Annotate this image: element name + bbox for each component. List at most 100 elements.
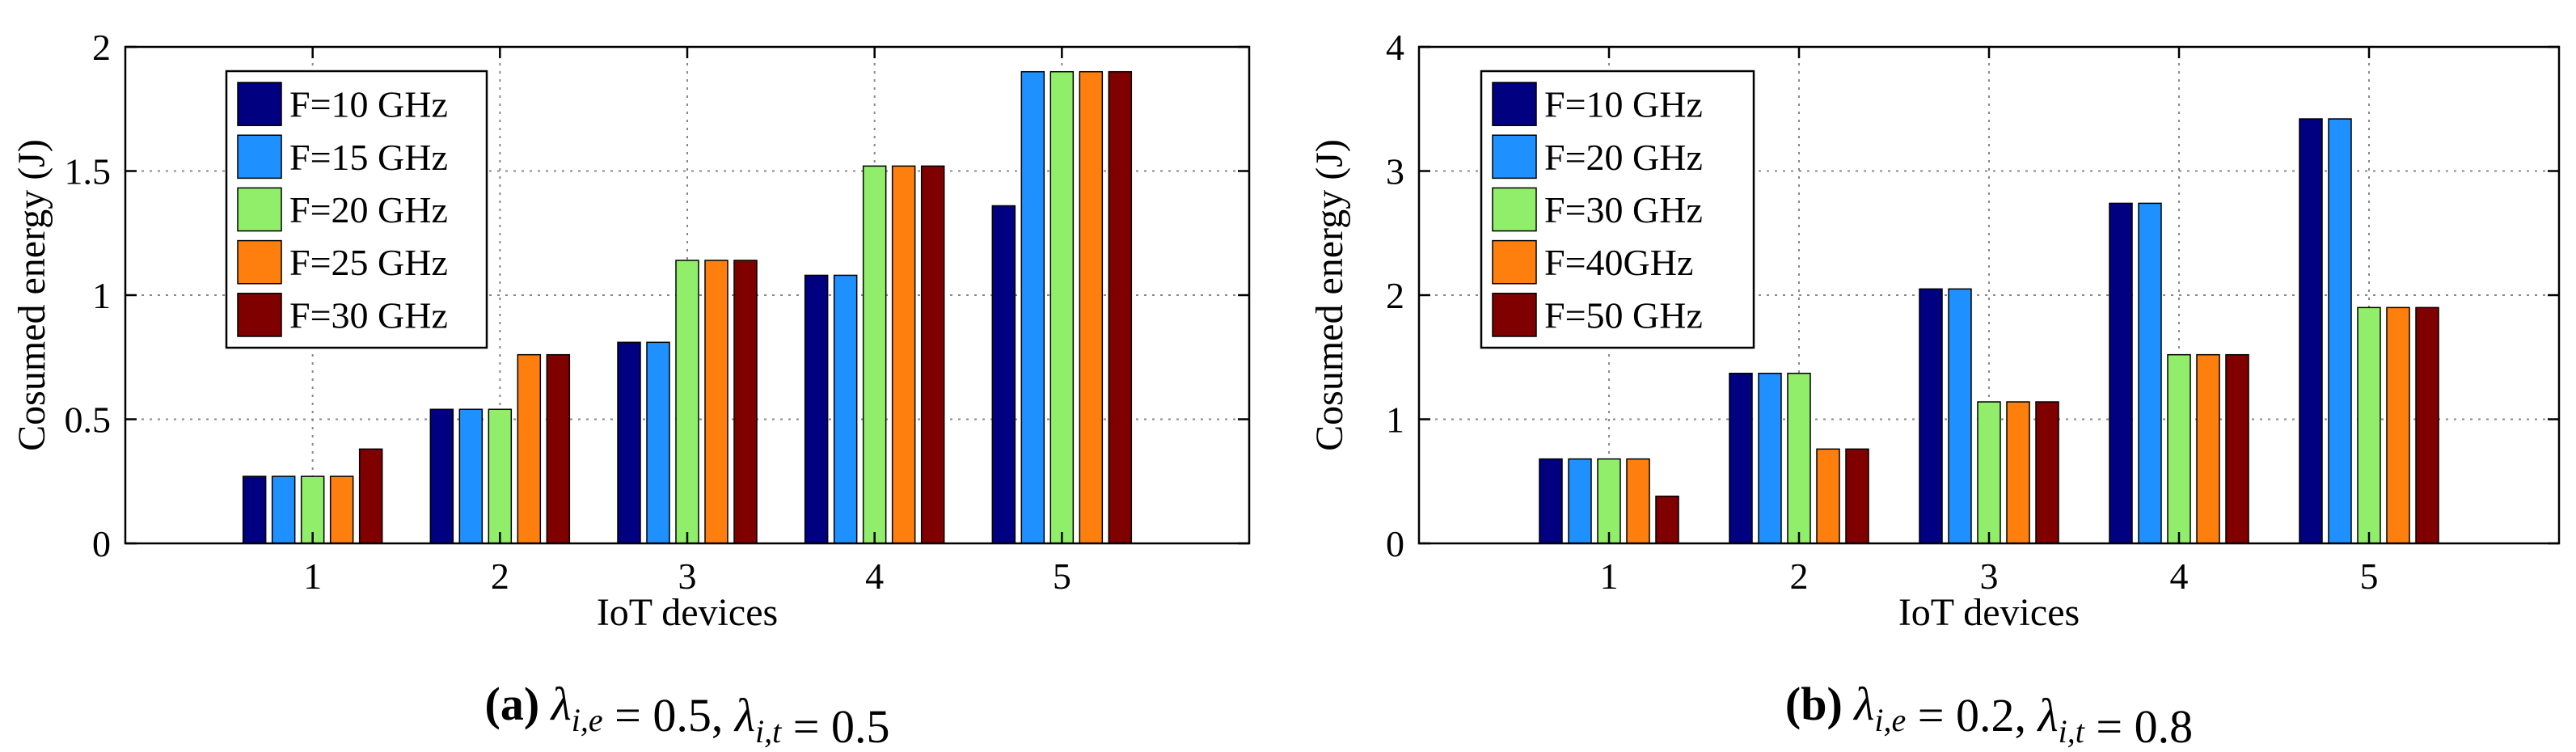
legend-swatch-4 bbox=[1492, 239, 1537, 285]
bar-a-5-1 bbox=[358, 448, 383, 544]
bar-a-4-1 bbox=[329, 475, 354, 544]
bar-a-2-1 bbox=[271, 475, 296, 544]
bar-a-3-3 bbox=[675, 260, 699, 544]
bar-b-1-4 bbox=[2109, 202, 2133, 544]
x-tick-label: 3 bbox=[678, 556, 697, 597]
bars bbox=[242, 70, 1133, 544]
bar-b-5-4 bbox=[2225, 353, 2249, 544]
legend-swatch-5 bbox=[1492, 293, 1537, 337]
caption-value: = 0.8 bbox=[2084, 700, 2193, 752]
bar-a-1-1 bbox=[242, 475, 267, 544]
caption-lambda: λ bbox=[733, 689, 755, 741]
legend-label-5: F=50 GHz bbox=[1544, 294, 1703, 336]
caption-value: = 0.5, bbox=[603, 689, 735, 741]
bar-b-5-3 bbox=[2035, 401, 2059, 544]
bar-b-4-2 bbox=[1816, 448, 1840, 544]
legend-swatch-2 bbox=[237, 134, 282, 180]
bar-b-1-3 bbox=[1919, 288, 1943, 544]
legend-label-5: F=30 GHz bbox=[289, 294, 448, 336]
caption-sub: i,e bbox=[1874, 702, 1906, 738]
bar-b-4-3 bbox=[2006, 401, 2030, 544]
y-tick-label: 4 bbox=[1386, 27, 1404, 68]
bar-b-5-5 bbox=[2415, 306, 2439, 544]
legend-label-1: F=10 GHz bbox=[289, 84, 448, 125]
caption: (a) λi,e = 0.5, λi,t = 0.5 bbox=[485, 678, 890, 752]
bar-a-4-3 bbox=[704, 260, 728, 544]
bar-b-2-3 bbox=[1948, 288, 1972, 544]
bar-a-2-5 bbox=[1020, 70, 1045, 544]
legend-label-2: F=15 GHz bbox=[289, 137, 448, 178]
chart-a: 0 0.5 1 1.5 2 1 2 3 4 5 IoT devices Cosumed energy … bbox=[11, 27, 1251, 752]
y-tick-label: 1.5 bbox=[65, 151, 112, 192]
legend-swatch-1 bbox=[1492, 82, 1537, 126]
legend-label-4: F=25 GHz bbox=[289, 242, 448, 283]
bar-b-2-5 bbox=[2328, 118, 2352, 544]
caption-sub: i,e bbox=[572, 702, 603, 738]
caption-lambda: λ bbox=[1843, 678, 1875, 730]
legend-label-4: F=40GHz bbox=[1544, 242, 1693, 283]
legend-swatch-4 bbox=[237, 239, 282, 285]
caption-letter: (a) bbox=[485, 678, 540, 730]
bar-b-1-1 bbox=[1539, 458, 1563, 544]
x-tick-label: 5 bbox=[2360, 556, 2379, 597]
chart-b: 0 1 2 3 4 1 2 3 4 5 IoT devices Cosumed energy (J) F… bbox=[1308, 27, 2561, 752]
bar-a-2-2 bbox=[458, 408, 484, 544]
bar-a-1-4 bbox=[804, 274, 829, 544]
x-tick-label: 2 bbox=[1790, 556, 1809, 597]
x-axis-label: IoT devices bbox=[1898, 591, 2080, 634]
y-tick-label: 1 bbox=[92, 275, 111, 316]
y-tick-label: 2 bbox=[92, 27, 111, 68]
y-tick-label: 0 bbox=[1386, 523, 1404, 564]
bar-b-4-5 bbox=[2386, 306, 2410, 544]
bar-b-3-2 bbox=[1787, 372, 1811, 544]
x-axis-label: IoT devices bbox=[597, 591, 778, 634]
x-tick-label: 2 bbox=[491, 556, 509, 597]
legend-label-1: F=10 GHz bbox=[1544, 84, 1703, 125]
bar-a-1-3 bbox=[617, 341, 641, 544]
bar-a-5-5 bbox=[1108, 70, 1133, 544]
bar-b-4-4 bbox=[2196, 353, 2220, 544]
y-tick-label: 2 bbox=[1386, 275, 1404, 316]
bar-a-1-5 bbox=[991, 205, 1016, 544]
bar-a-3-4 bbox=[862, 165, 887, 544]
legend: F=10 GHz F=20 GHz F=30 GHz F=40GHz F=50 GHz bbox=[1480, 70, 1755, 349]
legend-label-3: F=30 GHz bbox=[1544, 189, 1703, 230]
caption-letter: (b) bbox=[1785, 678, 1843, 730]
y-axis-label: Cosumed energy (J) bbox=[11, 139, 53, 451]
y-axis: 0 1 2 3 4 bbox=[1386, 27, 2559, 564]
bar-b-3-4 bbox=[2167, 353, 2191, 544]
bar-b-2-2 bbox=[1758, 372, 1782, 544]
y-axis: 0 0.5 1 1.5 2 bbox=[65, 27, 1249, 564]
y-axis-label: Cosumed energy (J) bbox=[1308, 139, 1351, 451]
bar-a-5-4 bbox=[920, 165, 945, 544]
caption: (b) λi,e = 0.2, λi,t = 0.8 bbox=[1785, 678, 2193, 752]
legend-swatch-3 bbox=[1492, 187, 1537, 232]
bar-a-1-2 bbox=[429, 408, 454, 544]
caption-lambda: λ bbox=[2037, 689, 2059, 741]
legend-label-2: F=20 GHz bbox=[1544, 137, 1703, 178]
legend-label-3: F=20 GHz bbox=[289, 189, 448, 230]
x-axis: 1 2 3 4 5 bbox=[1600, 47, 2379, 597]
x-tick-label: 5 bbox=[1053, 556, 1071, 597]
x-tick-label: 4 bbox=[2170, 556, 2189, 597]
legend: F=10 GHz F=15 GHz F=20 GHz F=25 GHz F=30 GHz bbox=[225, 70, 488, 349]
x-tick-label: 4 bbox=[865, 556, 884, 597]
bar-b-5-1 bbox=[1655, 495, 1679, 544]
bar-b-5-2 bbox=[1845, 448, 1869, 544]
legend-swatch-5 bbox=[237, 293, 282, 337]
legend-swatch-1 bbox=[237, 82, 282, 126]
y-tick-label: 1 bbox=[1386, 399, 1404, 441]
bar-b-1-2 bbox=[1729, 372, 1753, 544]
legend-swatch-3 bbox=[237, 187, 282, 232]
bars bbox=[1539, 118, 2439, 544]
legend-swatch-2 bbox=[1492, 134, 1537, 180]
caption-sub: i,t bbox=[2059, 713, 2085, 750]
caption-lambda: λ bbox=[539, 678, 572, 730]
bar-a-4-5 bbox=[1079, 70, 1104, 544]
x-tick-label: 1 bbox=[303, 556, 322, 597]
bar-a-5-3 bbox=[733, 260, 758, 544]
x-axis: 1 2 3 4 5 bbox=[303, 47, 1071, 597]
x-tick-label: 1 bbox=[1600, 556, 1619, 597]
bar-b-3-1 bbox=[1597, 458, 1621, 544]
